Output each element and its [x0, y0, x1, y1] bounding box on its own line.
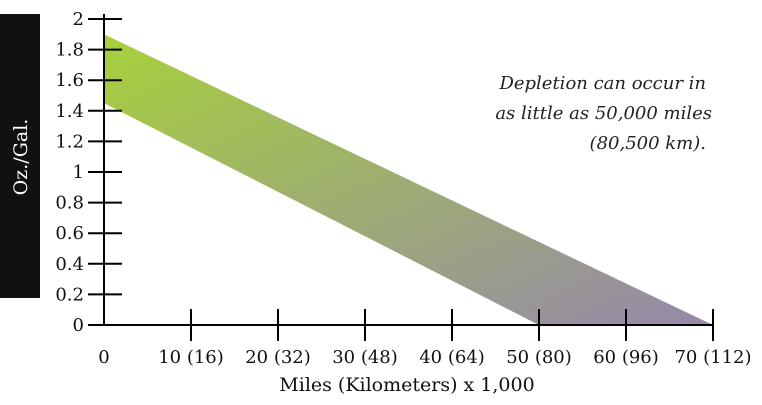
y-tick-label: 0.4 [55, 254, 84, 275]
y-tick-label: 1.6 [55, 70, 84, 91]
x-tick-label: 20 (32) [245, 347, 311, 368]
annotation-line-1: Depletion can occur in [498, 73, 706, 94]
x-tick-label: 60 (96) [593, 347, 659, 368]
x-tick-label: 50 (80) [506, 347, 572, 368]
y-axis-ticks: 0 0.2 0.4 0.6 0.8 1 1.2 1.4 1.6 1.8 2 [55, 9, 122, 336]
x-tick-label: 30 (48) [332, 347, 398, 368]
y-tick-label: 0.2 [55, 284, 84, 305]
x-axis-title: Miles (Kilometers) x 1,000 [279, 374, 534, 396]
y-tick-label: 1.4 [55, 101, 84, 122]
y-tick-label: 0.8 [55, 193, 84, 214]
x-tick-label: 0 [98, 347, 109, 368]
x-tick-label: 10 (16) [158, 347, 224, 368]
y-tick-label: 0 [73, 315, 84, 336]
y-tick-label: 0.6 [55, 223, 84, 244]
y-tick-label: 1 [73, 162, 84, 183]
x-axis-ticks: 0 10 (16) 20 (32) 30 (48) 40 (64) 50 (80) 60 (… [98, 309, 752, 368]
x-tick-label: 70 (112) [674, 347, 751, 368]
y-tick-label: 1.2 [55, 131, 84, 152]
annotation-line-2: as little as 50,000 miles [495, 103, 712, 124]
ylabel: Oz./Gal. [10, 119, 32, 196]
ylabel-box [0, 14, 40, 298]
y-tick-label: 1.8 [55, 40, 84, 61]
y-tick-label: 2 [73, 9, 84, 30]
x-tick-label: 40 (64) [419, 347, 485, 368]
annotation-line-3: (80,500 km). [590, 133, 706, 154]
depletion-band [104, 34, 713, 326]
